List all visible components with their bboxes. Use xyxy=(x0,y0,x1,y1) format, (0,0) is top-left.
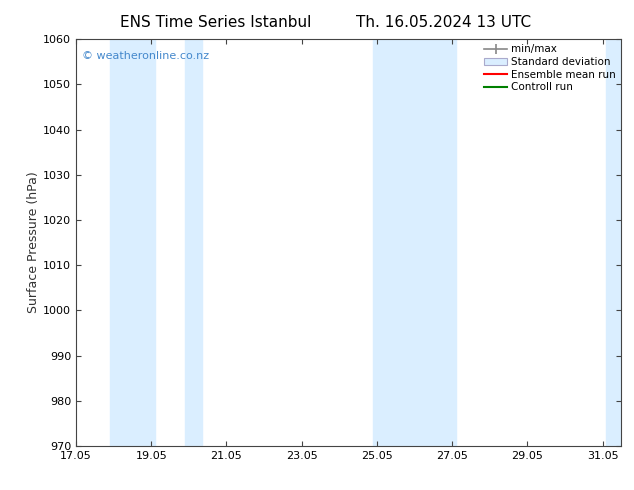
Bar xyxy=(418,39,456,446)
Text: Th. 16.05.2024 13 UTC: Th. 16.05.2024 13 UTC xyxy=(356,15,531,30)
Bar xyxy=(606,39,625,446)
Text: ENS Time Series Istanbul: ENS Time Series Istanbul xyxy=(120,15,311,30)
Bar xyxy=(185,39,202,446)
Text: © weatheronline.co.nz: © weatheronline.co.nz xyxy=(82,51,209,61)
Y-axis label: Surface Pressure (hPa): Surface Pressure (hPa) xyxy=(27,172,41,314)
Bar xyxy=(110,39,155,446)
Bar xyxy=(373,39,418,446)
Legend: min/max, Standard deviation, Ensemble mean run, Controll run: min/max, Standard deviation, Ensemble me… xyxy=(482,42,618,94)
